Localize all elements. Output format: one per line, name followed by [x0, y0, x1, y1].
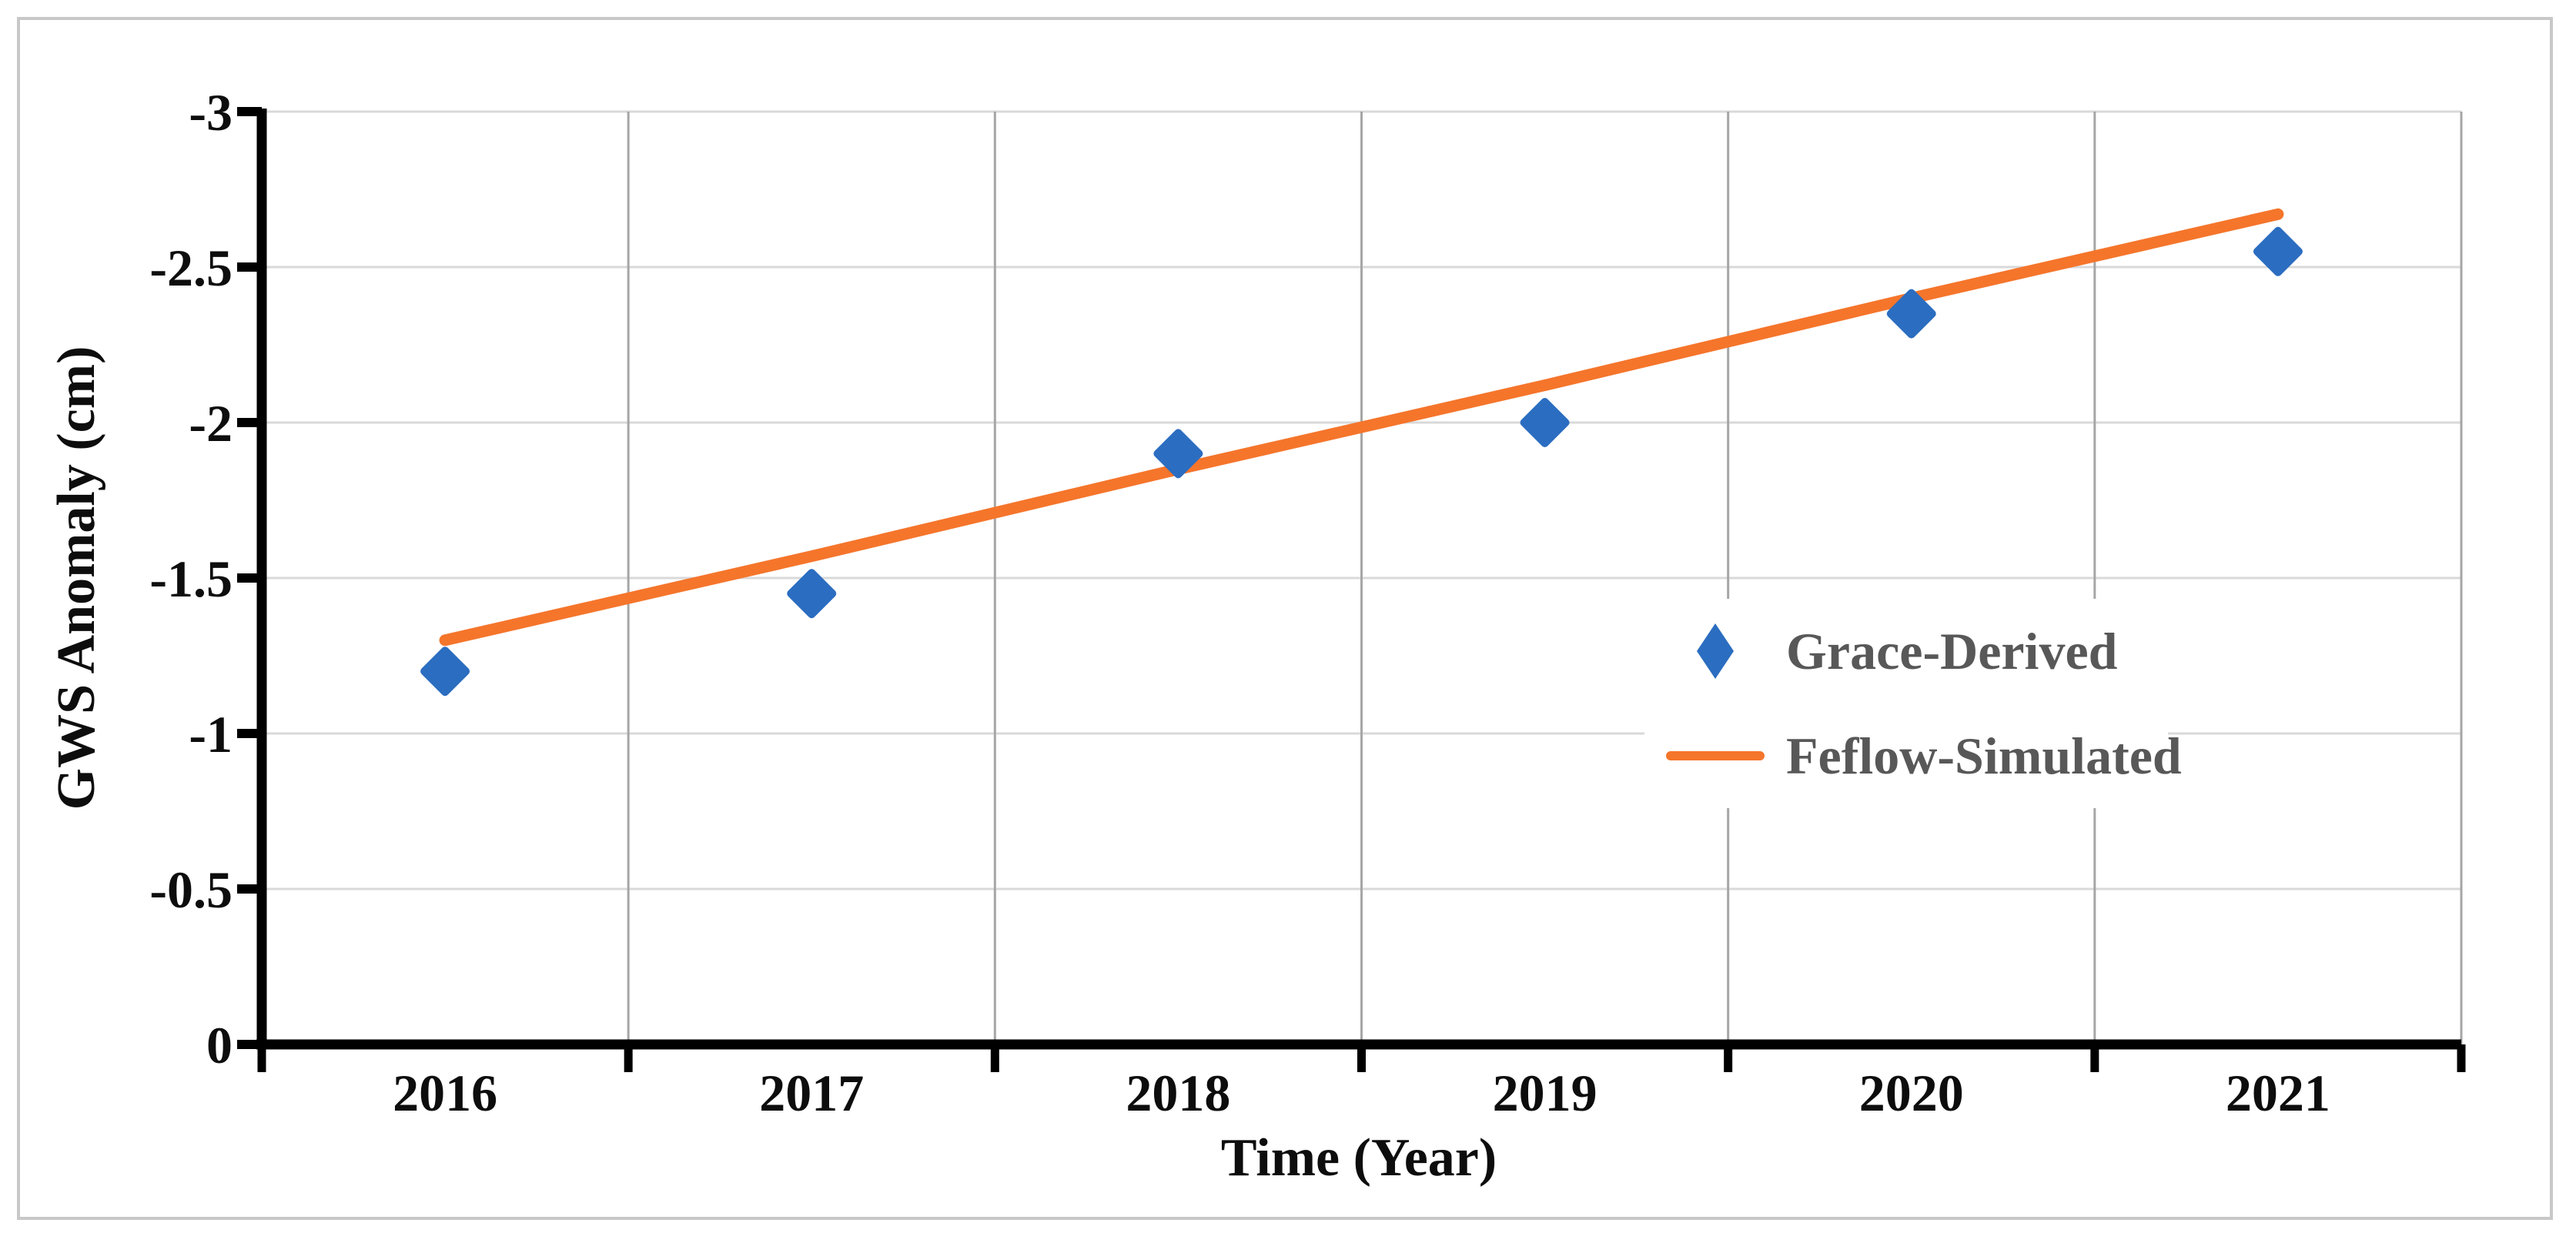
y-tick-label: -2.5 — [149, 239, 233, 297]
y-axis-title: GWS Anomaly (cm) — [47, 346, 106, 810]
x-tick-label: 2016 — [393, 1064, 497, 1122]
legend-swatch-slot — [1644, 751, 1786, 760]
y-tick-label: -0.5 — [149, 860, 233, 919]
data-point-diamond — [1520, 398, 1570, 447]
data-point-diamond — [420, 647, 470, 697]
x-axis-title: Time (Year) — [1220, 1128, 1497, 1188]
x-tick-label: 2020 — [1859, 1064, 1964, 1122]
trend-line-feflow — [439, 208, 2284, 647]
legend-item-grace-derived: Grace-Derived — [1644, 599, 2168, 703]
x-tick-label: 2017 — [759, 1064, 864, 1122]
y-tick-label: -3 — [189, 83, 233, 142]
legend-item-feflow-simulated: Feflow-Simulated — [1644, 703, 2182, 808]
x-tick-label: 2021 — [2226, 1064, 2330, 1122]
legend: Grace-Derived Feflow-Simulated — [1644, 599, 2182, 808]
y-tick-label: -1.5 — [149, 550, 233, 608]
x-tick-label: 2019 — [1493, 1064, 1597, 1122]
diamond-marker-icon — [1697, 623, 1734, 679]
legend-label-grace-derived: Grace-Derived — [1786, 621, 2118, 680]
y-tick-label: -2 — [189, 394, 233, 453]
data-point-diamond — [1153, 429, 1203, 479]
line-swatch-icon — [1666, 751, 1765, 760]
data-point-diamond — [1886, 289, 1936, 339]
data-point-diamond — [2253, 226, 2303, 276]
x-tick-label: 2018 — [1126, 1064, 1230, 1122]
y-tick-label: 0 — [206, 1016, 233, 1074]
figure-border — [17, 17, 2553, 1220]
data-point-diamond — [787, 569, 837, 619]
legend-label-feflow-simulated: Feflow-Simulated — [1786, 726, 2182, 785]
y-tick-label: -1 — [189, 705, 233, 764]
legend-swatch-slot — [1644, 614, 1786, 688]
